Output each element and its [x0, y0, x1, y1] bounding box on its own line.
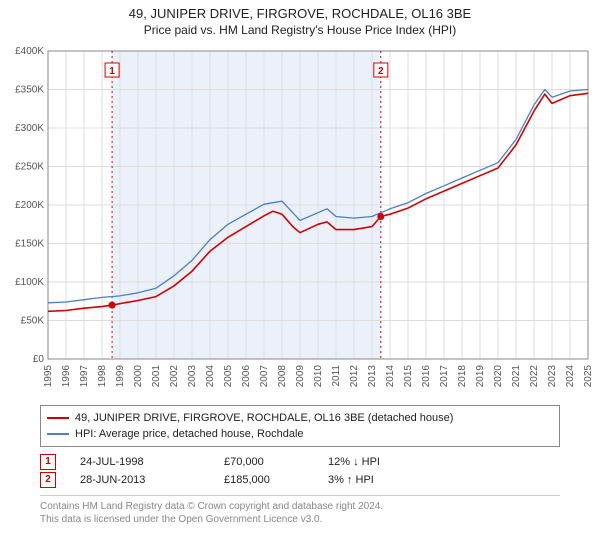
svg-text:£400K: £400K [15, 46, 44, 57]
page-title: 49, JUNIPER DRIVE, FIRGROVE, ROCHDALE, O… [0, 0, 600, 21]
footer-notice: Contains HM Land Registry data © Crown c… [40, 495, 560, 526]
svg-text:2024: 2024 [565, 365, 576, 388]
legend-box: 49, JUNIPER DRIVE, FIRGROVE, ROCHDALE, O… [40, 405, 560, 447]
svg-text:1996: 1996 [61, 365, 72, 388]
footer-line-1: Contains HM Land Registry data © Crown c… [40, 500, 560, 513]
svg-text:2014: 2014 [385, 365, 396, 388]
svg-text:2: 2 [378, 66, 384, 77]
svg-text:2003: 2003 [187, 365, 198, 388]
svg-text:2013: 2013 [367, 365, 378, 388]
legend-label-hpi: HPI: Average price, detached house, Roch… [75, 426, 304, 442]
svg-text:2018: 2018 [457, 365, 468, 388]
svg-text:2005: 2005 [223, 365, 234, 388]
svg-text:£50K: £50K [21, 316, 45, 327]
svg-text:2006: 2006 [241, 365, 252, 388]
svg-text:2025: 2025 [583, 365, 594, 388]
svg-text:£0: £0 [33, 354, 45, 365]
event-badge-1: 1 [40, 454, 56, 470]
svg-text:£100K: £100K [15, 277, 44, 288]
event-date-2: 28-JUN-2013 [80, 471, 200, 489]
svg-text:1997: 1997 [79, 365, 90, 388]
svg-text:£150K: £150K [15, 239, 44, 250]
events-list: 1 24-JUL-1998 £70,000 12% ↓ HPI 2 28-JUN… [40, 453, 560, 489]
svg-text:2015: 2015 [403, 365, 414, 388]
svg-text:2020: 2020 [493, 365, 504, 388]
svg-text:2004: 2004 [205, 365, 216, 388]
legend-row-property: 49, JUNIPER DRIVE, FIRGROVE, ROCHDALE, O… [47, 410, 553, 426]
svg-text:2016: 2016 [421, 365, 432, 388]
event-price-2: £185,000 [224, 471, 304, 489]
svg-text:2009: 2009 [295, 365, 306, 388]
svg-text:£300K: £300K [15, 123, 44, 134]
svg-text:2012: 2012 [349, 365, 360, 388]
event-price-1: £70,000 [224, 453, 304, 471]
svg-text:2023: 2023 [547, 365, 558, 388]
event-delta-1: 12% ↓ HPI [328, 453, 408, 471]
svg-text:2007: 2007 [259, 365, 270, 388]
price-chart: £0 £50K £100K £150K £200K £250K £300K £350K £400… [0, 41, 600, 401]
page-subtitle: Price paid vs. HM Land Registry's House … [0, 21, 600, 41]
event-date-1: 24-JUL-1998 [80, 453, 200, 471]
svg-text:£350K: £350K [15, 85, 44, 96]
legend-swatch-hpi [47, 433, 69, 435]
event-delta-2: 3% ↑ HPI [328, 471, 408, 489]
svg-text:2010: 2010 [313, 365, 324, 388]
svg-text:£200K: £200K [15, 200, 44, 211]
svg-text:1: 1 [109, 66, 115, 77]
svg-text:2011: 2011 [331, 365, 342, 387]
svg-text:2002: 2002 [169, 365, 180, 388]
event-badge-2: 2 [40, 472, 56, 488]
svg-text:£250K: £250K [15, 162, 44, 173]
event-row-1: 1 24-JUL-1998 £70,000 12% ↓ HPI [40, 453, 560, 471]
legend-row-hpi: HPI: Average price, detached house, Roch… [47, 426, 553, 442]
chart-container: £0 £50K £100K £150K £200K £250K £300K £350K £400… [0, 41, 600, 401]
svg-text:2008: 2008 [277, 365, 288, 388]
legend-swatch-property [47, 417, 69, 419]
legend-label-property: 49, JUNIPER DRIVE, FIRGROVE, ROCHDALE, O… [75, 410, 453, 426]
svg-text:1998: 1998 [97, 365, 108, 388]
svg-text:1995: 1995 [43, 365, 54, 388]
svg-text:2000: 2000 [133, 365, 144, 388]
svg-text:2021: 2021 [511, 365, 522, 388]
event-row-2: 2 28-JUN-2013 £185,000 3% ↑ HPI [40, 471, 560, 489]
svg-text:2017: 2017 [439, 365, 450, 388]
svg-text:1999: 1999 [115, 365, 126, 388]
footer-line-2: This data is licensed under the Open Gov… [40, 513, 560, 526]
svg-text:2019: 2019 [475, 365, 486, 388]
svg-text:2001: 2001 [151, 365, 162, 388]
svg-text:2022: 2022 [529, 365, 540, 388]
